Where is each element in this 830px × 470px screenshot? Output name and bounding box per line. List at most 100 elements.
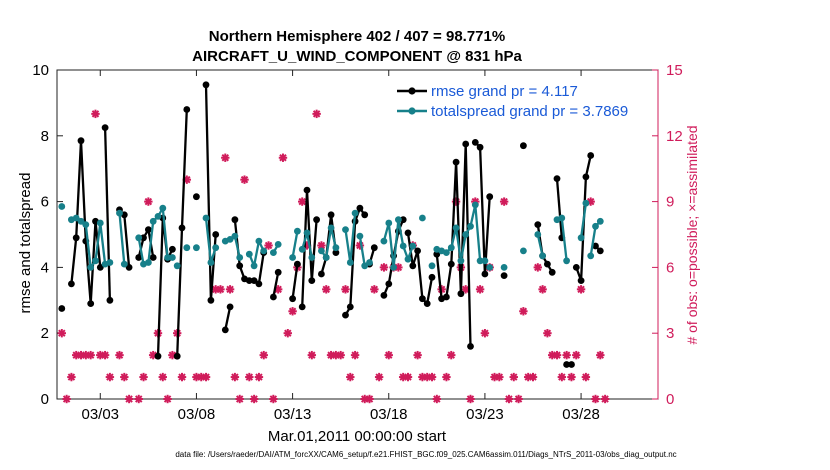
obs-count-marker [298, 197, 307, 206]
totalspread-point [255, 237, 263, 245]
totalspread-point [245, 250, 253, 258]
rmse-point [245, 277, 253, 284]
totalspread-point [318, 247, 325, 255]
x-tick-label: 03/28 [562, 406, 600, 423]
totalspread-point [452, 224, 460, 232]
totalspread-point [270, 249, 277, 256]
rmse-point [193, 193, 200, 201]
totalspread-point [467, 222, 474, 230]
totalspread-point [399, 242, 407, 250]
legend-rmse-label: rmse grand pr = 4.117 [431, 83, 578, 100]
totalspread-point [212, 244, 220, 252]
obs-count-marker [312, 109, 321, 119]
totalspread-point [351, 209, 359, 217]
totalspread-point [289, 254, 296, 261]
totalspread-point [592, 222, 599, 230]
rmse-point [572, 264, 580, 271]
rmse-point [443, 293, 450, 301]
obs-count-marker [413, 350, 422, 360]
rmse-line-segment [555, 178, 563, 238]
rmse-line-segment [272, 272, 280, 298]
totalspread-point [587, 252, 595, 260]
totalspread-point [481, 257, 489, 265]
obs-count-marker [480, 329, 490, 338]
obs-count-marker [557, 372, 567, 382]
totalspread-point [120, 260, 128, 268]
rmse-point [361, 211, 369, 219]
rmse-point [346, 303, 354, 311]
obs-count-marker [533, 263, 542, 272]
totalspread-point [226, 236, 234, 243]
totalspread-point [520, 247, 527, 255]
totalspread-point [443, 249, 450, 256]
y-left-tick-label: 2 [41, 325, 49, 342]
totalspread-point [250, 262, 258, 270]
y-left-tick-label: 0 [41, 391, 49, 408]
y-right-tick-label: 0 [666, 391, 674, 408]
legend: rmse grand pr = 4.117 totalspread grand … [393, 79, 655, 121]
totalspread-point [159, 204, 167, 212]
rmse-point [356, 204, 364, 212]
obs-count-marker [115, 350, 124, 360]
obs-count-marker [283, 329, 292, 338]
totalspread-point [202, 214, 210, 222]
obs-count-marker [528, 372, 538, 382]
y-left-tick-label: 4 [41, 259, 49, 276]
rmse-point [457, 290, 465, 298]
obs-count-marker [519, 307, 528, 316]
rmse-point [592, 242, 599, 250]
rmse-line-segment [103, 127, 112, 301]
obs-count-marker [562, 350, 571, 360]
obs-count-marker [432, 394, 442, 404]
totalspread-point [385, 219, 393, 227]
obs-count-marker [264, 241, 273, 250]
rmse-point [452, 158, 460, 166]
obs-count-marker [379, 263, 389, 272]
obs-count-marker [600, 394, 610, 404]
totalspread-point [563, 257, 570, 265]
totalspread-point [419, 214, 426, 222]
totalspread-point [260, 247, 268, 255]
rmse-point [553, 175, 561, 183]
obs-count-marker [221, 153, 230, 162]
obs-count-marker [177, 372, 187, 382]
rmse-point [486, 193, 494, 201]
obs-count-marker [225, 285, 235, 294]
rmse-point [342, 311, 349, 319]
totalspread-point [366, 259, 373, 266]
obs-count-marker [591, 394, 600, 404]
obs-count-marker [240, 175, 249, 184]
rmse-point [87, 300, 95, 307]
y-left-tick-label: 8 [41, 128, 49, 145]
y-right-tick-label: 6 [666, 259, 674, 276]
obs-count-marker [499, 197, 509, 206]
totalspread-point [298, 245, 306, 253]
rmse-point [500, 272, 508, 279]
totalspread-point [173, 262, 181, 270]
rmse-point [212, 231, 220, 238]
obs-count-marker [144, 197, 153, 206]
rmse-point [154, 352, 162, 360]
rmse-point [596, 247, 604, 255]
rmse-point [380, 292, 388, 299]
totalspread-point [361, 262, 369, 270]
totalspread-point [428, 262, 436, 270]
obs-count-marker [201, 372, 211, 382]
totalspread-point [462, 231, 470, 238]
x-tick-label: 03/18 [370, 406, 408, 423]
totalspread-point [457, 257, 465, 265]
obs-count-marker [134, 394, 143, 404]
obs-count-marker [259, 350, 268, 360]
totalspread-point [145, 259, 152, 266]
rmse-point [274, 268, 282, 276]
totalspread-point [164, 254, 172, 261]
obs-count-marker [139, 372, 148, 382]
rmse-point [534, 221, 542, 229]
obs-count-marker [350, 350, 360, 360]
rmse-point [226, 303, 234, 311]
totalspread-point [327, 224, 335, 232]
obs-count-marker [576, 285, 586, 294]
totalspread-point [87, 264, 95, 271]
totalspread-point [303, 229, 311, 237]
rmse-point [289, 295, 296, 303]
